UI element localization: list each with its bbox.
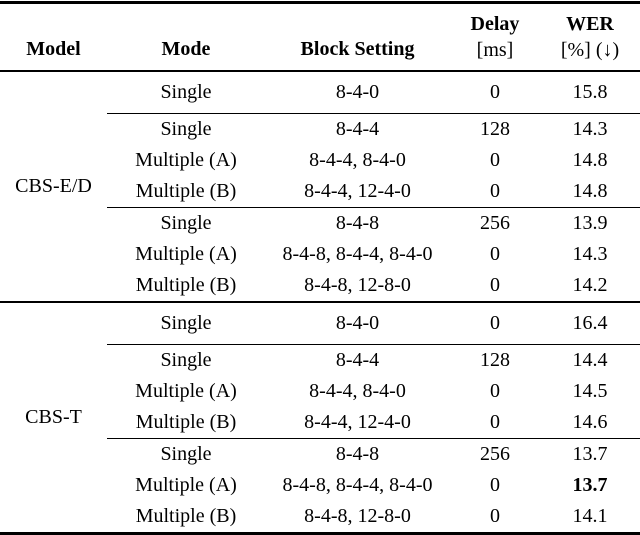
cell-mode: Multiple (A) (135, 149, 237, 171)
cell-block-setting: 8-4-0 (265, 301, 450, 345)
cell-mode: Single (107, 438, 265, 470)
cell-delay: 0 (490, 274, 500, 296)
cell-block-setting: 8-4-8 (265, 207, 450, 239)
cell-block-setting: 8-4-8, 8-4-4, 8-4-0 (282, 243, 433, 265)
model-label-cbs-t: CBS-T (0, 301, 107, 534)
cell-wer: 14.8 (572, 149, 608, 171)
cell-delay: 0 (490, 81, 500, 103)
cell-mode: Multiple (B) (135, 180, 237, 202)
cell-wer: 14.2 (572, 274, 608, 296)
table-row: CBS-E/D Single 8-4-0 0 15.8 (0, 71, 640, 197)
cell-delay: 0 (490, 380, 500, 402)
cell-wer: 14.1 (572, 505, 608, 527)
cell-wer: 13.9 (540, 207, 640, 239)
model-label-cbs-ed: CBS-E/D (15, 175, 92, 197)
table-row: Single 8-4-8 256 13.7 (0, 438, 640, 470)
table-row: Multiple (A) 8-4-4, 8-4-0 0 14.5 (0, 376, 640, 407)
cell-delay: 256 (450, 207, 540, 239)
col-header-block-setting: Block Setting (265, 2, 450, 72)
cell-delay: 0 (490, 505, 500, 527)
col-header-model: Model (0, 2, 107, 72)
cell-block-setting: 8-4-4, 12-4-0 (304, 411, 411, 433)
cell-delay: 128 (450, 344, 540, 376)
cell-mode: Multiple (A) (135, 243, 237, 265)
col-header-wer-label: WER (566, 13, 614, 35)
cell-mode: Single (107, 113, 265, 145)
cell-block-setting: 8-4-8, 8-4-4, 8-4-0 (282, 474, 433, 496)
table-row: Multiple (B) 8-4-4, 12-4-0 0 14.8 (0, 176, 640, 208)
cell-block-setting: 8-4-4, 12-4-0 (304, 180, 411, 202)
cell-delay: 0 (490, 149, 500, 171)
cell-mode: Single (107, 301, 265, 345)
cell-delay: 0 (490, 474, 500, 496)
cell-delay: 0 (490, 180, 500, 202)
table-row: Multiple (A) 8-4-8, 8-4-4, 8-4-0 0 13.7 (0, 470, 640, 501)
cell-wer: 14.3 (540, 113, 640, 145)
cell-block-setting: 8-4-8 (265, 438, 450, 470)
table-row: CBS-T Single 8-4-0 0 16.4 (0, 301, 640, 534)
cell-mode: Single (107, 344, 265, 376)
cell-delay: 0 (490, 411, 500, 433)
cell-block-setting: 8-4-4, 8-4-0 (309, 380, 406, 402)
cell-mode: Multiple (B) (135, 505, 237, 527)
cell-wer: 14.3 (572, 243, 608, 265)
cell-wer: 14.8 (572, 180, 608, 202)
col-header-mode: Mode (107, 2, 265, 72)
cell-wer: 14.6 (572, 411, 608, 433)
cell-wer: 16.4 (540, 301, 640, 345)
table-row: Multiple (B) 8-4-4, 12-4-0 0 14.6 (0, 407, 640, 439)
cell-delay: 0 (490, 243, 500, 265)
cell-mode: Multiple (B) (135, 274, 237, 296)
cell-wer: 14.4 (540, 344, 640, 376)
table-row: Multiple (B) 8-4-8, 12-8-0 0 14.1 (0, 501, 640, 534)
cell-block-setting: 8-4-8, 12-8-0 (304, 274, 411, 296)
table-row: Multiple (A) 8-4-8, 8-4-4, 8-4-0 0 14.3 (0, 239, 640, 270)
cell-wer: 14.5 (572, 380, 608, 402)
table-row: Multiple (B) 8-4-8, 12-8-0 0 14.2 (0, 270, 640, 302)
cell-mode: Multiple (A) (135, 474, 237, 496)
col-header-wer-unit: [%] (↓) (560, 39, 620, 61)
cell-wer-best: 13.7 (572, 474, 608, 496)
col-header-delay: Delay [ms] (450, 2, 540, 72)
cell-block-setting: 8-4-8, 12-8-0 (304, 505, 411, 527)
table-row: Single 8-4-8 256 13.9 (0, 207, 640, 239)
cell-wer: 15.8 (572, 81, 608, 103)
col-header-wer: WER [%] (↓) (540, 2, 640, 72)
cell-mode: Multiple (B) (135, 411, 237, 433)
cell-wer: 13.7 (540, 438, 640, 470)
table-row: Single 8-4-4 128 14.3 (0, 113, 640, 145)
cell-block-setting: 8-4-4, 8-4-0 (309, 149, 406, 171)
cell-delay: 256 (450, 438, 540, 470)
cell-block-setting: 8-4-4 (265, 113, 450, 145)
table-row: Multiple (A) 8-4-4, 8-4-0 0 14.8 (0, 145, 640, 176)
table-header: Model Mode Block Setting Delay [ms] WER … (0, 2, 640, 72)
cell-delay: 0 (450, 301, 540, 345)
header-row: Model Mode Block Setting Delay [ms] WER … (0, 2, 640, 72)
cell-mode: Single (160, 81, 212, 103)
cell-block-setting: 8-4-0 (335, 81, 380, 103)
cell-delay: 128 (450, 113, 540, 145)
cell-mode: Single (107, 207, 265, 239)
cell-mode: Multiple (A) (135, 380, 237, 402)
col-header-delay-label: Delay (470, 13, 520, 35)
col-header-delay-unit: [ms] (476, 39, 514, 61)
table-row: Single 8-4-4 128 14.4 (0, 344, 640, 376)
cell-block-setting: 8-4-4 (265, 344, 450, 376)
